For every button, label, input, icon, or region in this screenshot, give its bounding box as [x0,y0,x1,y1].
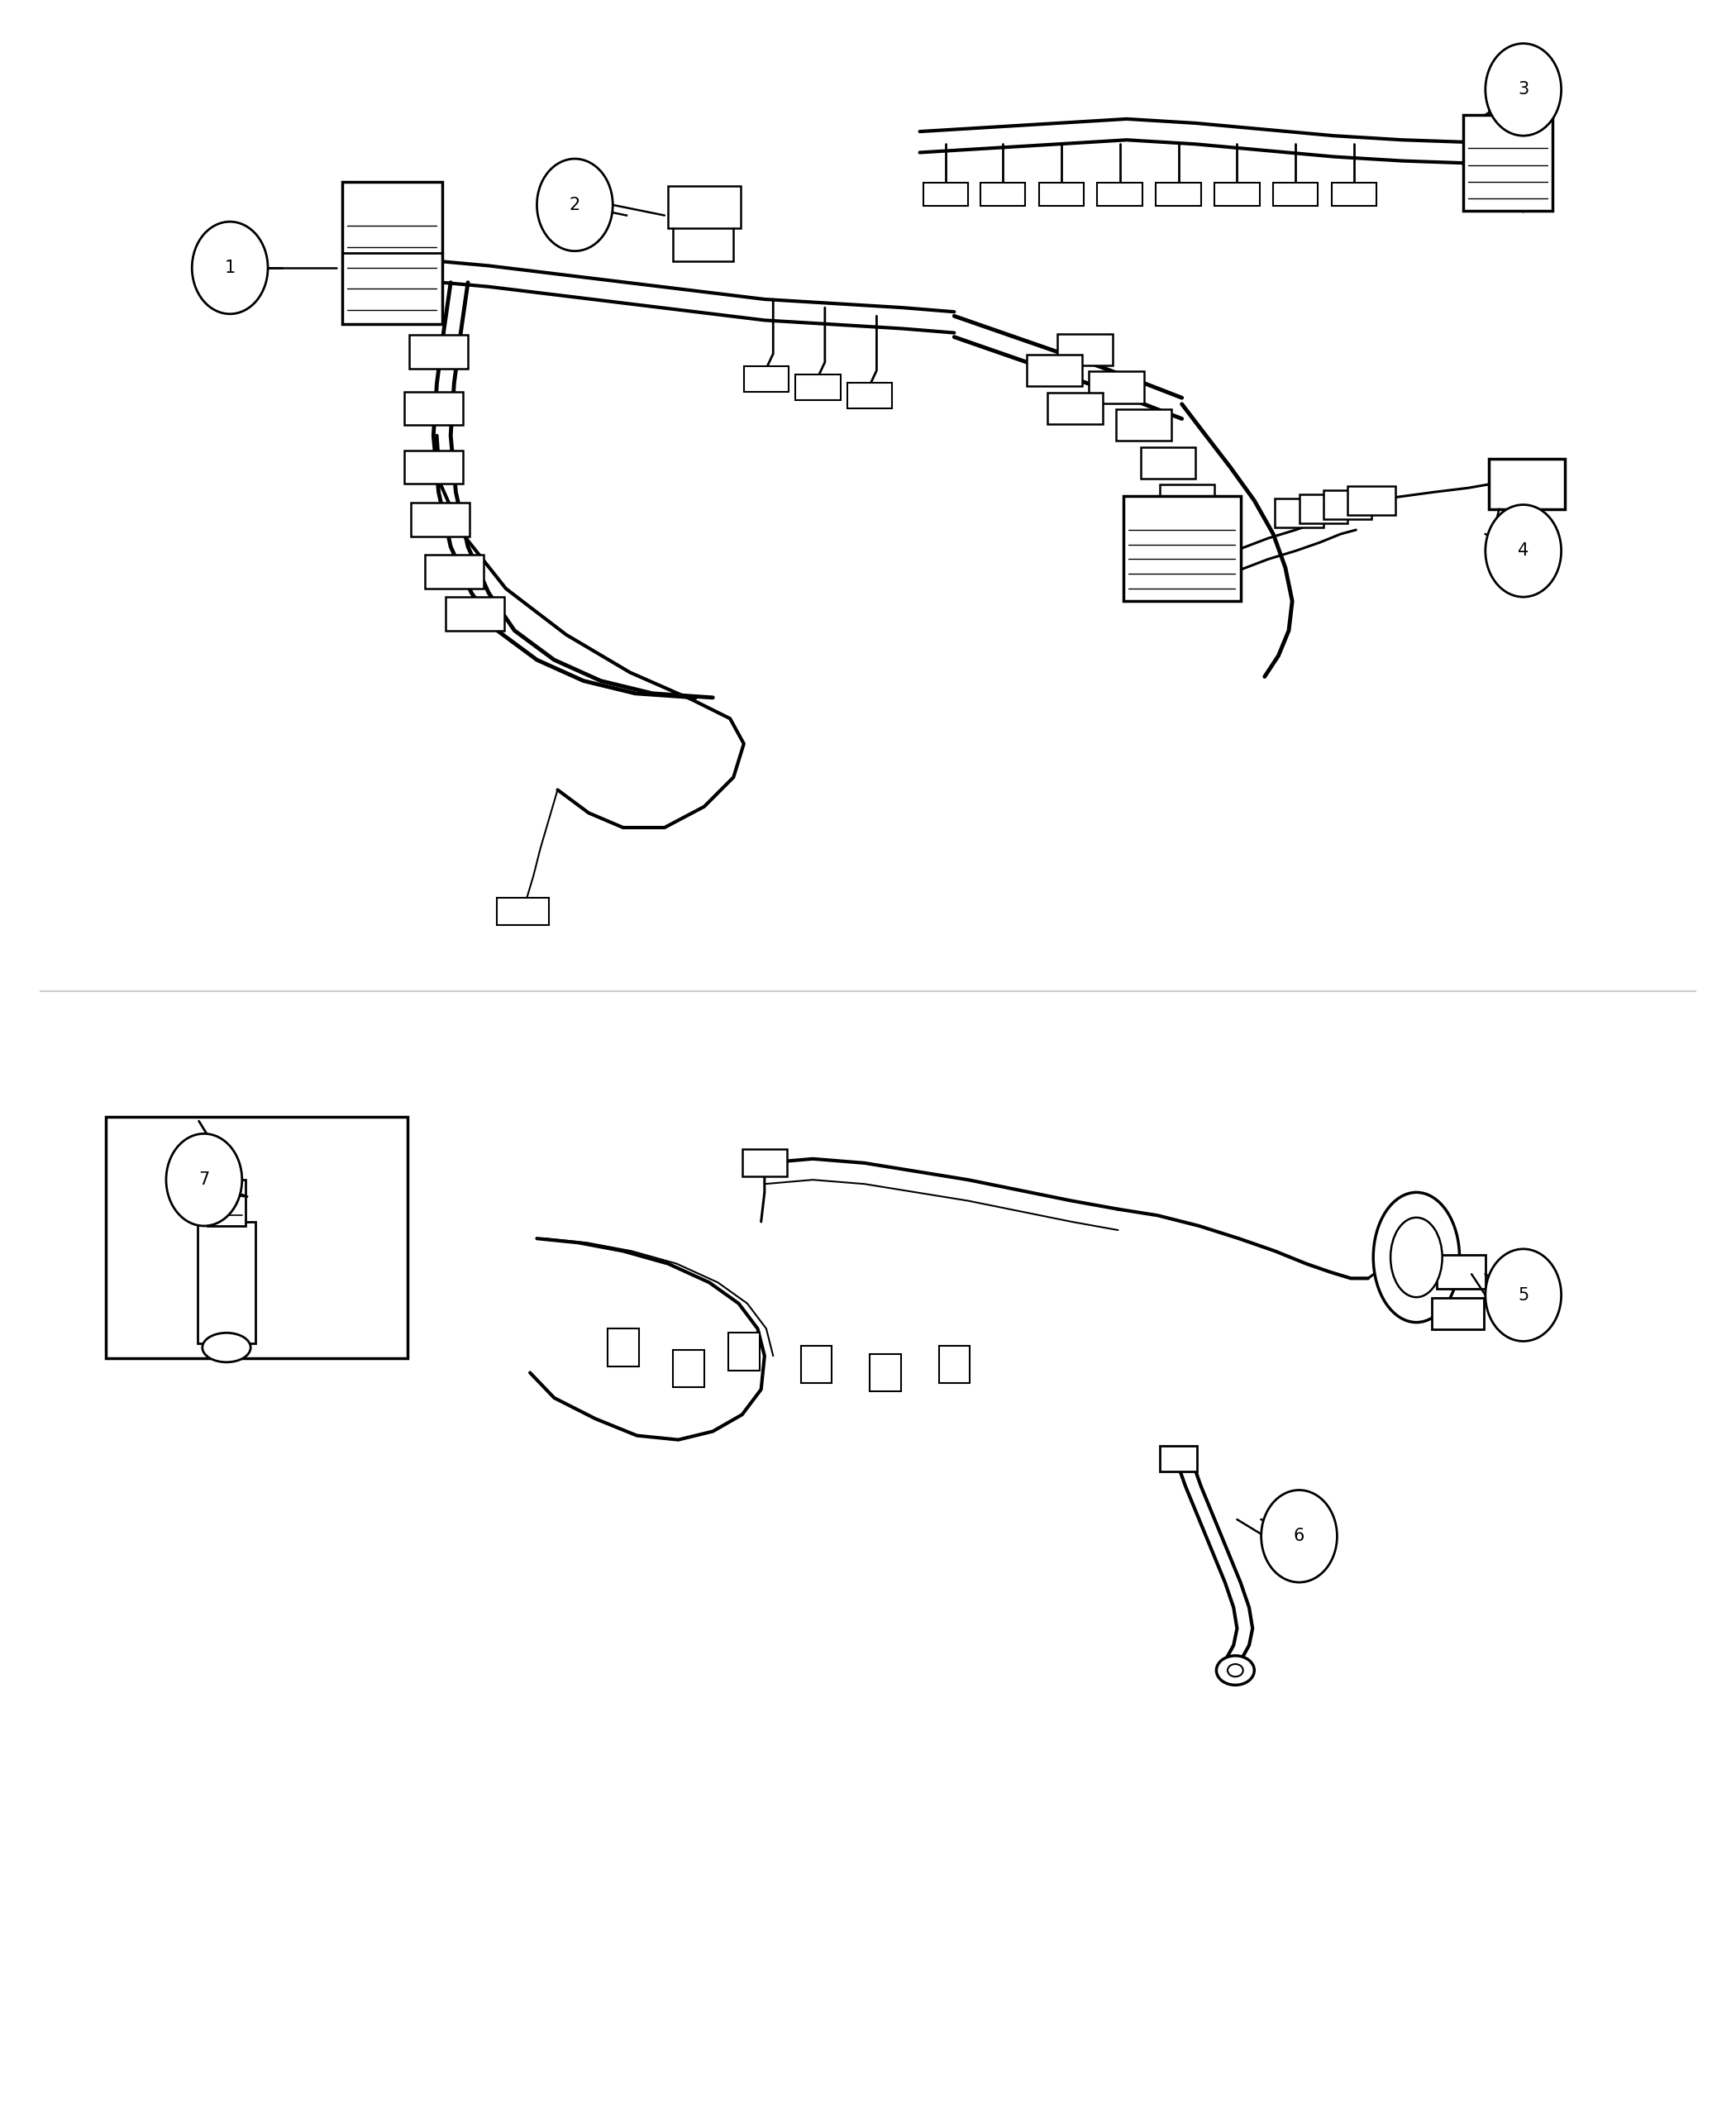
Bar [1489,460,1564,508]
Bar [496,898,549,925]
Bar [1437,1254,1486,1288]
Circle shape [1486,1248,1561,1341]
Bar [1347,485,1396,514]
Text: 2: 2 [569,196,580,213]
Ellipse shape [1227,1663,1243,1676]
Bar [446,597,503,630]
Bar [741,1149,786,1176]
Bar [1160,1446,1198,1471]
Bar [411,502,470,535]
Text: 7: 7 [198,1172,210,1189]
Bar [1097,183,1142,207]
Text: 4: 4 [1517,542,1529,559]
Bar [981,183,1024,207]
Text: 5: 5 [1517,1286,1529,1303]
Bar [1175,525,1231,557]
Bar [1116,409,1172,441]
Bar [743,367,788,392]
Bar [608,1328,639,1366]
Bar [1123,495,1241,601]
Circle shape [1486,44,1561,135]
Circle shape [167,1134,241,1227]
Ellipse shape [203,1332,250,1362]
Ellipse shape [1373,1193,1460,1322]
Bar [404,392,464,426]
Bar [847,384,892,409]
Text: 6: 6 [1293,1528,1305,1545]
Bar [410,335,469,369]
Circle shape [193,221,267,314]
Bar [404,451,464,483]
Circle shape [1486,504,1561,597]
Bar [1057,333,1113,365]
Ellipse shape [1391,1218,1443,1296]
Bar [674,1349,705,1387]
Bar [1323,489,1371,519]
Bar [1299,493,1347,523]
Bar [1088,371,1144,403]
Bar [924,183,969,207]
Bar [106,1117,408,1358]
Bar [342,181,443,325]
Bar [1156,183,1201,207]
Bar [729,1332,759,1370]
Bar [1332,183,1377,207]
Text: 3: 3 [1517,82,1529,97]
Bar [939,1345,970,1383]
Bar [668,186,740,228]
Bar [1272,183,1318,207]
Bar [795,375,840,401]
Bar [198,1223,255,1343]
Bar [1141,447,1196,479]
Bar [1463,114,1552,211]
Bar [800,1345,832,1383]
Ellipse shape [1217,1655,1255,1684]
Bar [870,1353,901,1391]
Text: 1: 1 [224,259,236,276]
Circle shape [1260,1490,1337,1583]
Circle shape [536,158,613,251]
Bar [1026,354,1082,386]
Bar [425,554,483,588]
Bar [208,1180,245,1227]
Bar [1047,392,1102,424]
Bar [1215,183,1259,207]
Bar [1160,485,1215,516]
Bar [1274,497,1323,527]
Bar [1432,1299,1484,1330]
Bar [1038,183,1083,207]
